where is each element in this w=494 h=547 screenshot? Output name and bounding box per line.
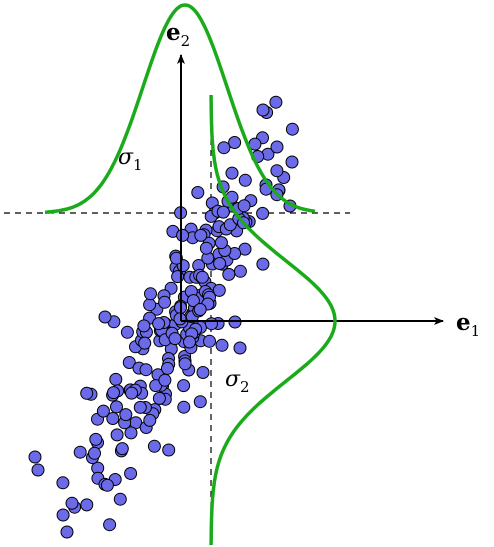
scatter-point xyxy=(159,296,171,308)
scatter-point xyxy=(153,392,165,404)
scatter-point xyxy=(214,258,226,270)
scatter-point xyxy=(163,444,175,456)
scatter-point xyxy=(81,387,93,399)
scatter-point xyxy=(270,96,282,108)
scatter-point xyxy=(239,174,251,186)
scatter-point xyxy=(108,387,120,399)
scatter-point xyxy=(223,268,235,280)
scatter-point xyxy=(32,464,44,476)
sigma1-label: σ1 xyxy=(118,145,143,174)
scatter-point xyxy=(145,288,157,300)
scatter-point xyxy=(177,229,189,241)
scatter-point xyxy=(195,229,207,241)
scatter-point xyxy=(101,479,113,491)
scatter-point xyxy=(197,367,209,379)
scatter-point xyxy=(286,156,298,168)
scatter-point xyxy=(218,142,230,154)
svg-text:e1: e1 xyxy=(456,309,480,340)
scatter-point xyxy=(90,433,102,445)
scatter-point xyxy=(271,165,283,177)
svg-text:e2: e2 xyxy=(166,19,190,50)
scatter-point xyxy=(178,380,190,392)
scatter-point xyxy=(125,468,137,480)
scatter-point xyxy=(200,242,212,254)
scatter-point xyxy=(238,200,250,212)
scatter-point xyxy=(120,409,132,421)
scatter-point xyxy=(126,387,138,399)
scatter-point xyxy=(97,405,109,417)
scatter-point xyxy=(184,336,196,348)
scatter-point xyxy=(74,446,86,458)
scatter-point xyxy=(116,443,128,455)
scatter-point xyxy=(206,318,218,330)
scatter-point xyxy=(121,326,133,338)
scatter-point xyxy=(110,373,122,385)
scatter-point xyxy=(99,311,111,323)
scatter-point xyxy=(192,187,204,199)
svg-text:σ2: σ2 xyxy=(225,367,250,396)
scatter-point xyxy=(159,374,171,386)
scatter-point xyxy=(179,358,191,370)
scatter-point xyxy=(57,477,69,489)
scatter-point xyxy=(234,342,246,354)
scatter-point xyxy=(196,271,208,283)
scatter-point xyxy=(204,335,216,347)
scatter-point xyxy=(134,401,146,413)
svg-text:σ1: σ1 xyxy=(118,145,143,174)
scatter-point xyxy=(140,364,152,376)
scatter-point xyxy=(138,320,150,332)
scatter-point xyxy=(216,339,228,351)
scatter-point xyxy=(29,451,41,463)
scatter-point xyxy=(81,499,93,511)
scatter-point xyxy=(229,137,241,149)
e1-label: e1 xyxy=(456,309,480,340)
scatter-point xyxy=(148,440,160,452)
scatter-point xyxy=(217,206,229,218)
e2-label: e2 xyxy=(166,19,190,50)
scatter-point xyxy=(66,497,78,509)
scatter-point xyxy=(114,493,126,505)
scatter-point xyxy=(89,447,101,459)
scatter-point xyxy=(169,333,181,345)
scatter-point xyxy=(194,396,206,408)
scatter-point xyxy=(271,141,283,153)
sigma2-label: σ2 xyxy=(225,367,250,396)
scatter-point xyxy=(111,429,123,441)
scatter-point xyxy=(61,526,73,538)
scatter-points xyxy=(29,96,298,538)
scatter-point xyxy=(286,123,298,135)
scatter-point xyxy=(139,337,151,349)
scatter-point xyxy=(144,414,156,426)
scatter-point xyxy=(57,509,69,521)
scatter-point xyxy=(104,519,116,531)
scatter-point xyxy=(257,207,269,219)
scatter-point xyxy=(215,237,227,249)
scatter-point xyxy=(162,362,174,374)
scatter-point xyxy=(178,401,190,413)
scatter-point xyxy=(234,265,246,277)
scatter-point xyxy=(257,104,269,116)
scatter-point xyxy=(144,299,156,311)
scatter-point xyxy=(257,258,269,270)
scatter-point xyxy=(226,167,238,179)
scatter-point xyxy=(153,318,165,330)
scatter-point xyxy=(194,304,206,316)
